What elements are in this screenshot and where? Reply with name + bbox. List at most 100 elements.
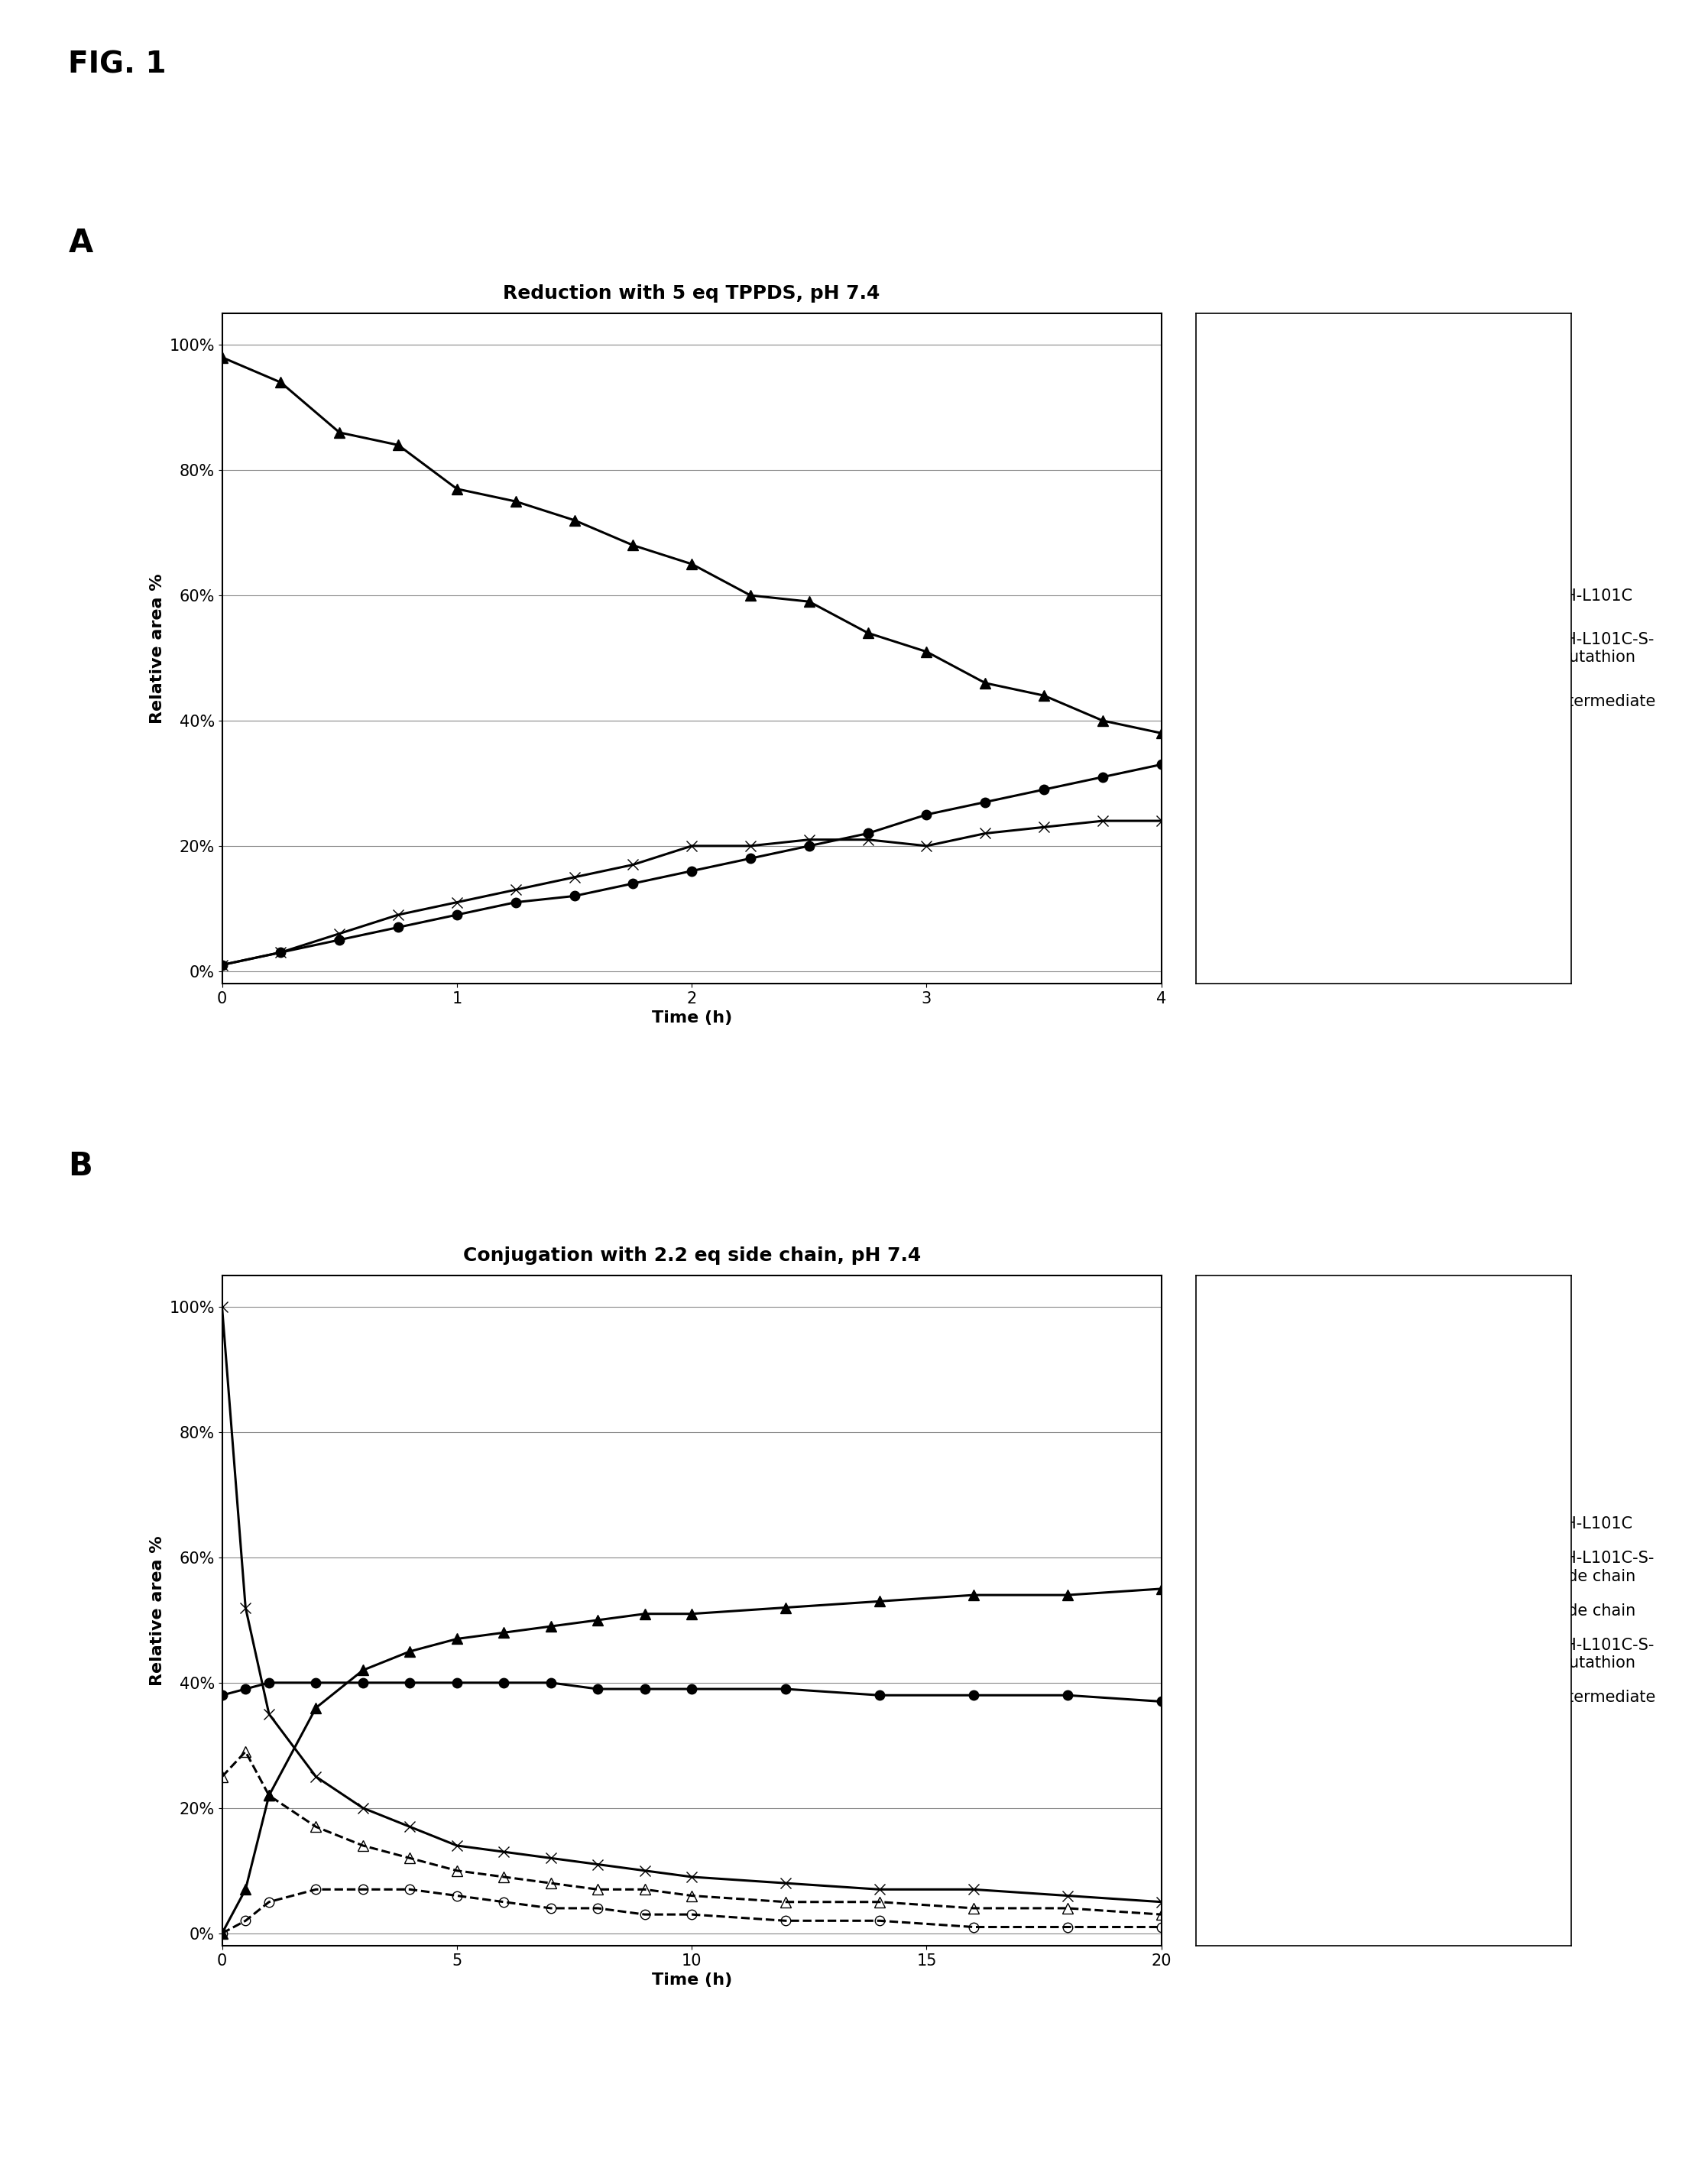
GH-L101C-S-
Side chain (635, 1600, 656, 1626)
GH-L101C-S-
Glutathion (306, 1877, 326, 1903)
Side chain (400, 1814, 420, 1840)
GH-L101C (388, 915, 408, 940)
GH-L101C (1057, 1682, 1078, 1708)
GH-L101C-S-
Side chain (212, 1920, 232, 1946)
Intermediate (1093, 809, 1114, 835)
GH-L101C (775, 1676, 796, 1701)
GH-L101C (975, 789, 996, 815)
Intermediate (623, 852, 644, 878)
Intermediate (869, 1890, 890, 1916)
GH-L101C-S-
Glutathion (270, 370, 290, 396)
Intermediate (541, 1870, 562, 1896)
GH-L101C-S-
Side chain (963, 1583, 984, 1609)
Intermediate (506, 878, 526, 904)
GH-L101C-S-
Glutathion (330, 419, 350, 445)
Intermediate (236, 1738, 256, 1764)
GH-L101C-S-
Glutathion (447, 476, 468, 502)
GH-L101C-S-
Glutathion (869, 1907, 890, 1933)
GH-L101C-S-
Glutathion (1033, 683, 1054, 709)
GH-L101C-S-
Glutathion (388, 432, 408, 458)
Intermediate (775, 1890, 796, 1916)
GH-L101C-S-
Glutathion (1057, 1913, 1078, 1939)
GH-L101C-S-
Glutathion (1151, 720, 1172, 746)
Side chain (212, 1293, 232, 1319)
GH-L101C-S-
Glutathion (917, 638, 938, 664)
GH-L101C-S-
Side chain (588, 1606, 608, 1632)
Side chain (541, 1844, 562, 1870)
Side chain (236, 1596, 256, 1622)
GH-L101C-S-
Side chain (869, 1589, 890, 1615)
GH-L101C (740, 845, 760, 871)
Legend: GH-L101C, GH-L101C-S-
Glutathion, Intermediate: GH-L101C, GH-L101C-S- Glutathion, Interm… (1506, 582, 1662, 716)
Intermediate (354, 1833, 374, 1859)
GH-L101C-S-
Glutathion (447, 1883, 468, 1909)
GH-L101C-S-
Glutathion (1151, 1913, 1172, 1939)
GH-L101C-S-
Side chain (681, 1600, 702, 1626)
GH-L101C-S-
Glutathion (681, 551, 702, 577)
Intermediate (1151, 809, 1172, 835)
Line: Intermediate: Intermediate (217, 815, 1167, 971)
GH-L101C (681, 858, 702, 884)
Intermediate (799, 826, 820, 852)
Intermediate (400, 1844, 420, 1870)
Side chain (494, 1840, 514, 1866)
GH-L101C-S-
Side chain (1151, 1576, 1172, 1602)
GH-L101C (447, 1669, 468, 1695)
GH-L101C (212, 1682, 232, 1708)
Line: GH-L101C-S-
Glutathion: GH-L101C-S- Glutathion (217, 1885, 1167, 1937)
GH-L101C (799, 832, 820, 858)
Side chain (963, 1877, 984, 1903)
Intermediate (681, 832, 702, 858)
GH-L101C-S-
Side chain (775, 1596, 796, 1622)
GH-L101C-S-
Side chain (494, 1619, 514, 1645)
Line: Side chain: Side chain (217, 1302, 1167, 1907)
Intermediate (212, 951, 232, 977)
GH-L101C-S-
Glutathion (975, 670, 996, 696)
GH-L101C (260, 1669, 280, 1695)
Intermediate (1151, 1903, 1172, 1929)
GH-L101C-S-
Side chain (260, 1781, 280, 1807)
GH-L101C-S-
Side chain (354, 1658, 374, 1684)
GH-L101C (236, 1676, 256, 1701)
GH-L101C (494, 1669, 514, 1695)
Line: GH-L101C-S-
Glutathion: GH-L101C-S- Glutathion (217, 352, 1167, 739)
Intermediate (975, 819, 996, 845)
Side chain (635, 1857, 656, 1883)
Intermediate (447, 1857, 468, 1883)
GH-L101C-S-
Glutathion (564, 508, 584, 534)
GH-L101C-S-
Side chain (400, 1639, 420, 1665)
GH-L101C (564, 882, 584, 908)
Text: FIG. 1: FIG. 1 (68, 50, 166, 78)
X-axis label: Time (h): Time (h) (651, 1972, 733, 1989)
GH-L101C-S-
Glutathion (506, 489, 526, 515)
Intermediate (963, 1896, 984, 1922)
X-axis label: Time (h): Time (h) (651, 1010, 733, 1027)
Intermediate (564, 865, 584, 891)
GH-L101C (354, 1669, 374, 1695)
GH-L101C-S-
Side chain (1057, 1583, 1078, 1609)
GH-L101C-S-
Glutathion (236, 1907, 256, 1933)
Intermediate (388, 902, 408, 927)
Text: A: A (68, 227, 92, 259)
GH-L101C (330, 927, 350, 953)
Y-axis label: Relative area %: Relative area % (150, 573, 166, 724)
GH-L101C-S-
Glutathion (857, 620, 878, 646)
GH-L101C-S-
Glutathion (260, 1890, 280, 1916)
Side chain (260, 1701, 280, 1727)
GH-L101C-S-
Glutathion (740, 582, 760, 608)
GH-L101C-S-
Glutathion (775, 1907, 796, 1933)
Intermediate (212, 1764, 232, 1790)
Side chain (869, 1877, 890, 1903)
Title: Reduction with 5 eq TPPDS, pH 7.4: Reduction with 5 eq TPPDS, pH 7.4 (504, 283, 880, 303)
GH-L101C (917, 802, 938, 828)
GH-L101C (963, 1682, 984, 1708)
Side chain (354, 1794, 374, 1820)
Side chain (447, 1833, 468, 1859)
Intermediate (260, 1781, 280, 1807)
GH-L101C (681, 1676, 702, 1701)
GH-L101C-S-
Glutathion (354, 1877, 374, 1903)
Intermediate (740, 832, 760, 858)
GH-L101C-S-
Glutathion (681, 1903, 702, 1929)
Intermediate (681, 1883, 702, 1909)
Intermediate (447, 889, 468, 915)
